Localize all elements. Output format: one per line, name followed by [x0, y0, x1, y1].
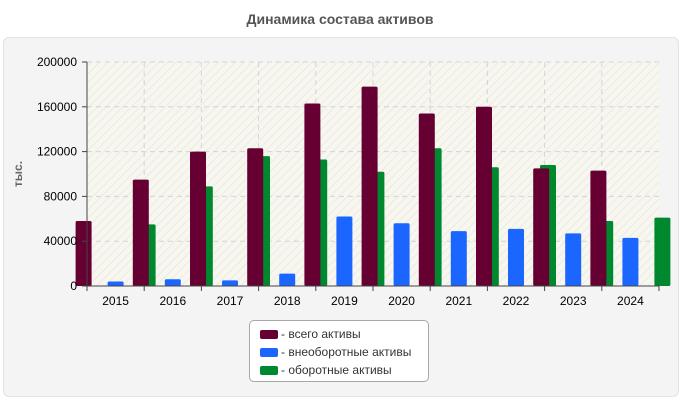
- bar-2020-series-0: [361, 86, 378, 286]
- legend-label-total-assets: - всего активы: [281, 327, 361, 341]
- legend-item-current-assets: - оборотные активы: [250, 361, 428, 379]
- bar-2019-series-1: [336, 216, 353, 286]
- legend-label-noncurrent-assets: - внеоборотные активы: [281, 345, 412, 359]
- bar-2022-series-1: [508, 228, 524, 286]
- x-tick-label: 2015: [102, 294, 129, 308]
- legend-swatch-noncurrent-assets: [260, 347, 278, 357]
- bar-2024-series-1: [622, 237, 639, 286]
- y-tick-label: 80000: [44, 189, 78, 203]
- y-axis-label: тыс.: [11, 161, 25, 187]
- bar-2018-series-1: [279, 273, 296, 286]
- chart-title: Динамика состава активов: [246, 11, 434, 27]
- x-tick-label: 2019: [331, 294, 358, 308]
- bar-2015-series-0: [75, 221, 92, 286]
- bar-2015-series-1: [107, 281, 124, 286]
- legend-swatch-total-assets: [260, 329, 278, 339]
- bar-2024-series-2: [654, 217, 671, 286]
- x-tick-label: 2024: [617, 294, 644, 308]
- bar-2017-series-1: [222, 280, 238, 286]
- y-tick-label: 120000: [37, 145, 77, 159]
- legend-item-total-assets: - всего активы: [250, 325, 428, 343]
- legend-swatch-current-assets: [260, 365, 278, 375]
- bar-2019-series-0: [304, 103, 321, 286]
- bar-2023-series-0: [533, 168, 550, 286]
- x-tick-label: 2023: [560, 294, 587, 308]
- bar-2016-series-1: [164, 279, 181, 286]
- y-tick-label: 0: [70, 279, 77, 293]
- bar-2021-series-0: [418, 113, 435, 287]
- bar-2023-series-1: [565, 233, 582, 286]
- bar-2018-series-0: [247, 148, 264, 286]
- bar-2022-series-0: [476, 106, 492, 286]
- x-tick-label: 2016: [159, 294, 186, 308]
- legend-label-current-assets: - оборотные активы: [281, 363, 392, 377]
- bar-2017-series-0: [190, 151, 206, 286]
- x-tick-label: 2021: [445, 294, 472, 308]
- x-tick-label: 2017: [217, 294, 244, 308]
- legend: - всего активы - внеоборотные активы - о…: [249, 320, 429, 382]
- bar-2020-series-1: [393, 223, 410, 286]
- bar-2021-series-1: [450, 231, 467, 286]
- x-tick-label: 2022: [503, 294, 530, 308]
- x-tick-label: 2018: [274, 294, 301, 308]
- legend-item-noncurrent-assets: - внеоборотные активы: [250, 343, 428, 361]
- bar-2024-series-0: [590, 170, 607, 286]
- y-tick-label: 200000: [37, 55, 77, 69]
- bar-2016-series-0: [132, 179, 149, 286]
- y-tick-label: 40000: [44, 234, 78, 248]
- y-tick-label: 160000: [37, 100, 77, 114]
- x-tick-label: 2020: [388, 294, 415, 308]
